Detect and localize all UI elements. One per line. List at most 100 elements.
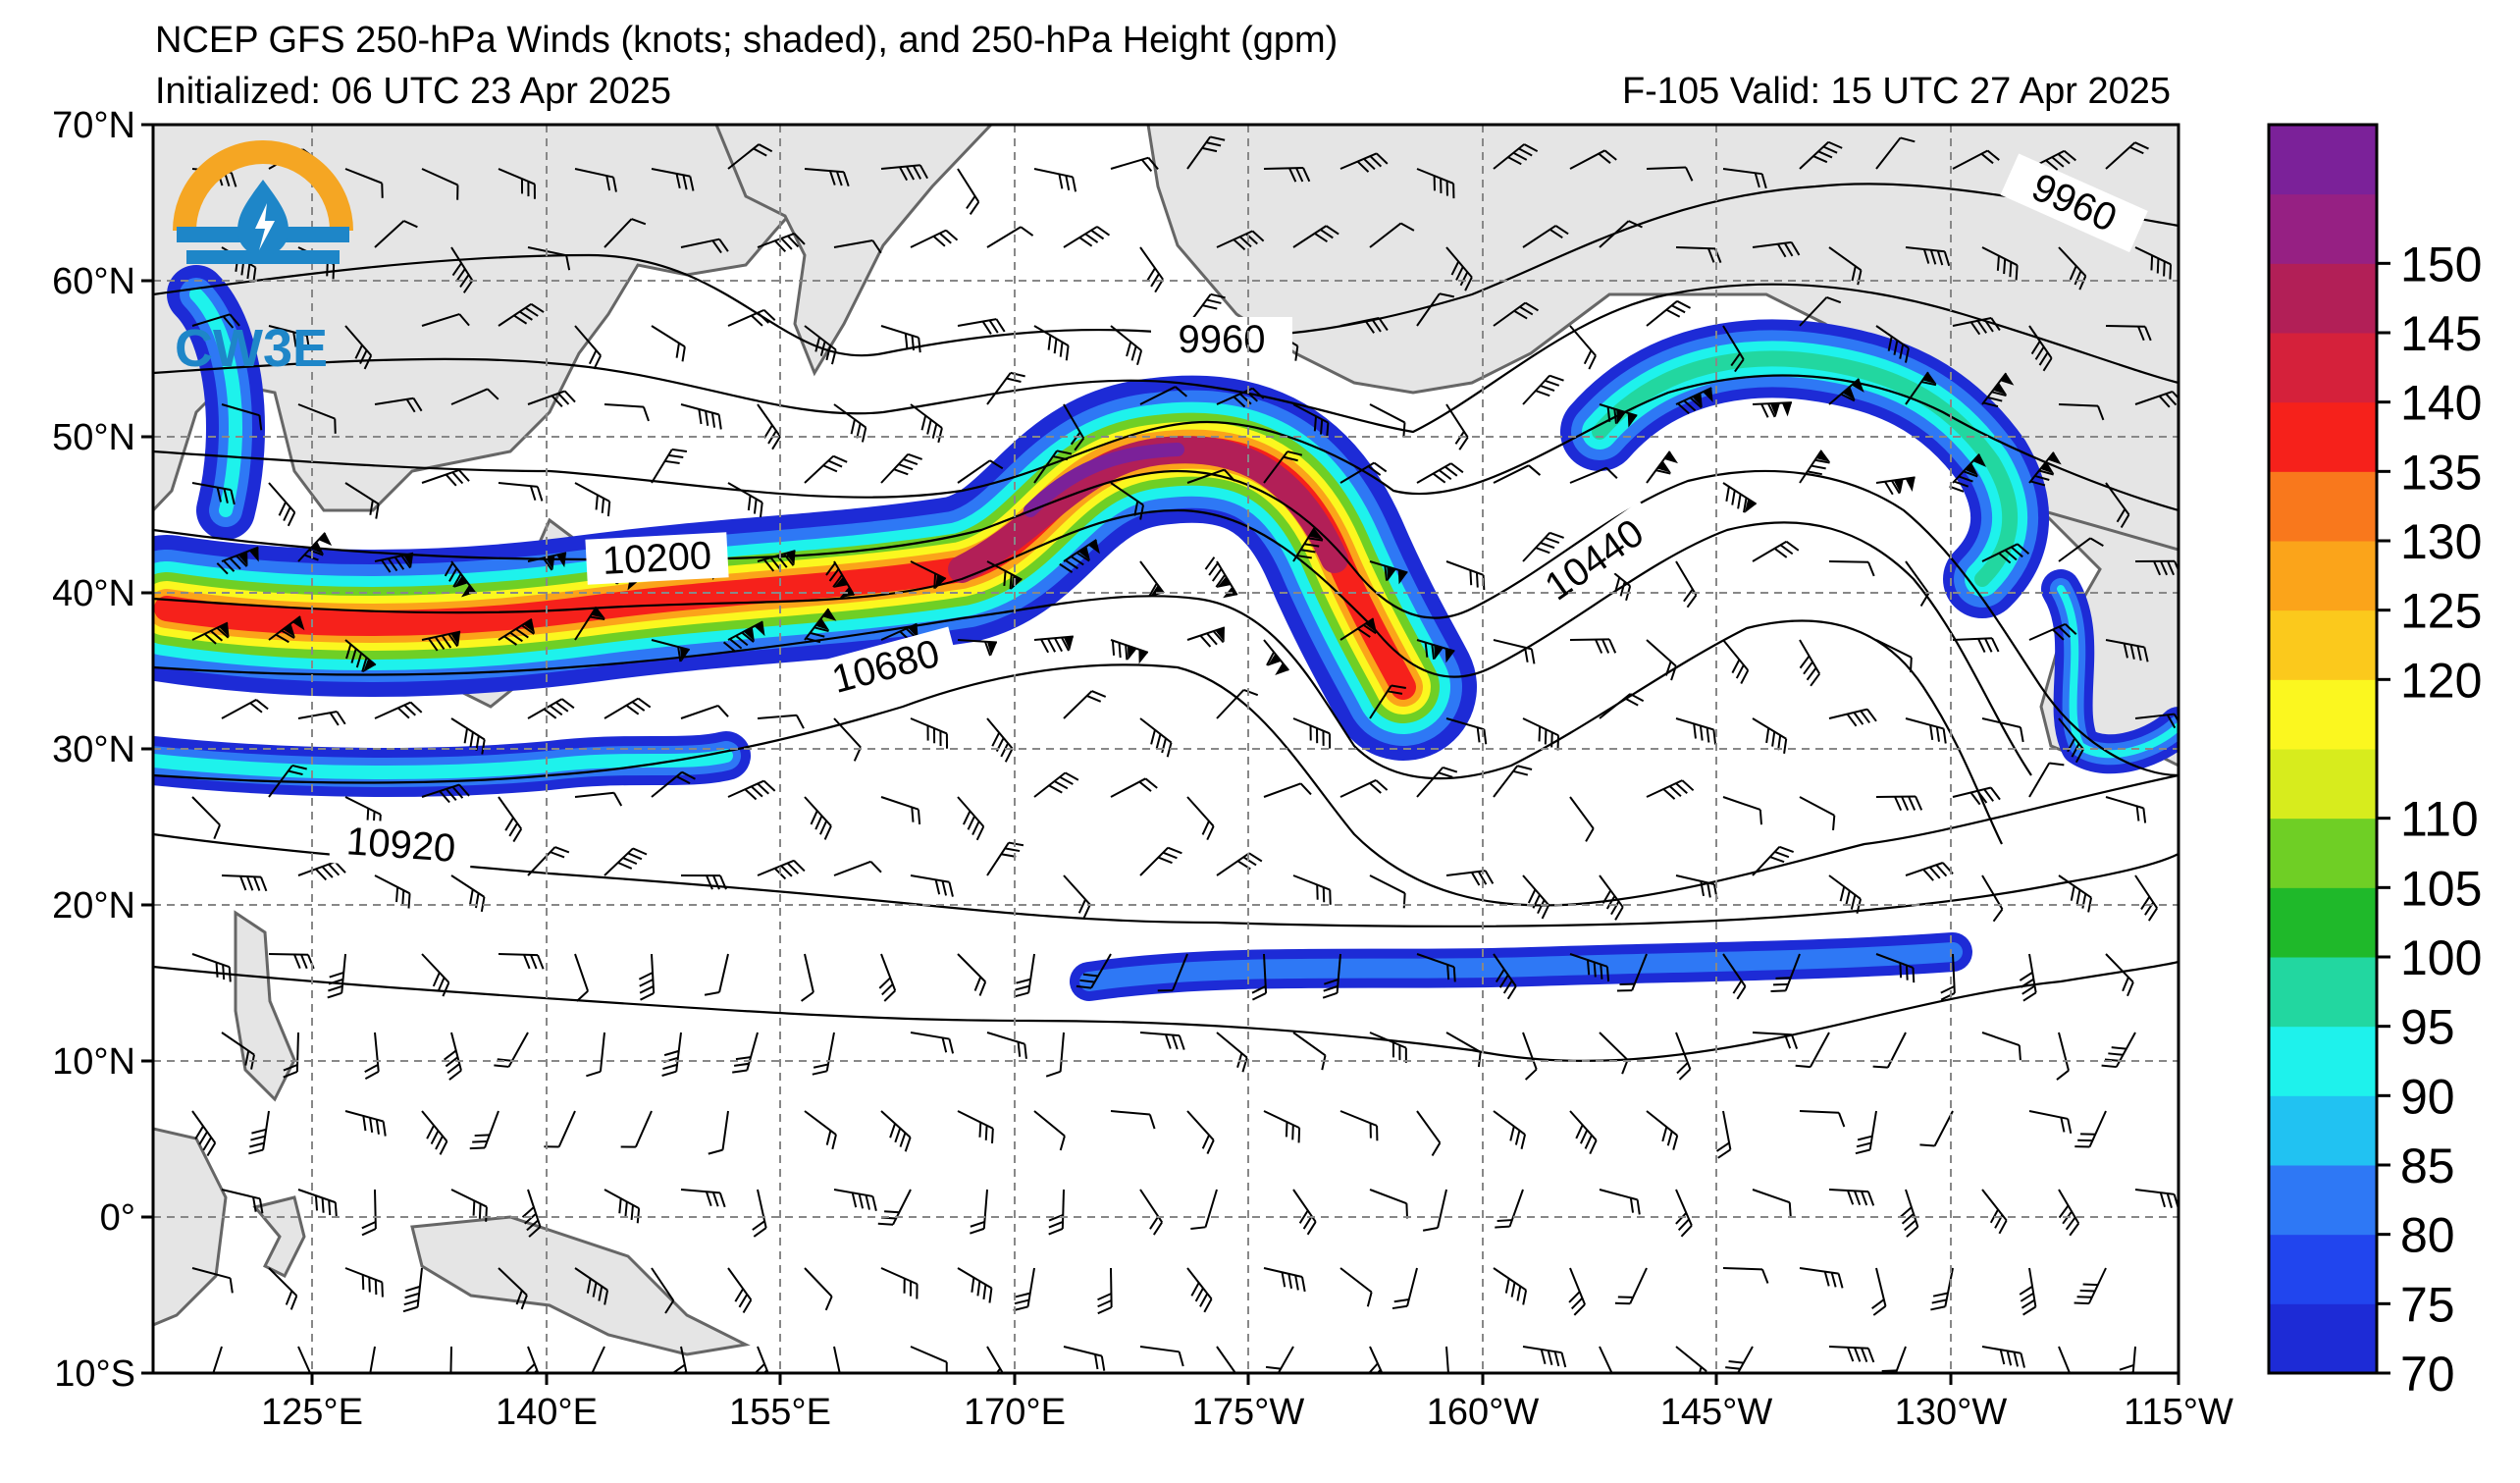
wind-barb [574,606,605,641]
wind-barb [1828,1346,1875,1363]
wind-barb [1828,708,1877,727]
wind-barb [804,325,837,365]
wind-barb [1110,156,1159,173]
wind-barb [1871,1267,1887,1316]
wind-barb [1216,1346,1240,1373]
wind-barb [1522,374,1564,405]
wind-barb [2105,141,2149,170]
wind-barb [1905,246,1951,267]
wind-barb [1752,717,1788,754]
colorbar-label: 125 [2400,584,2482,639]
colorbar-segment [2269,749,2377,820]
wind-barb [1033,325,1070,361]
wind-barb [1875,953,1916,983]
wind-barb [880,622,919,643]
contour-label: 9960 [1151,317,1292,362]
colorbar-label: 95 [2400,1000,2455,1055]
wind-barb [757,233,806,253]
wind-barb [449,1346,452,1373]
wind-barb [498,1267,528,1310]
wind-barb [1493,464,1542,484]
wind-barb [444,1032,462,1081]
wind-barb [1339,617,1377,641]
wind-barb [1263,1110,1301,1143]
wind-barb [1139,386,1188,405]
wind-barb [1828,246,1863,286]
wind-barb [1569,325,1597,370]
lon-tick-label: 175°W [1192,1392,1305,1433]
wind-barb [1881,1346,1907,1373]
wind-barb [297,711,346,726]
wind-barb [957,459,1004,484]
wind-barb [421,630,461,652]
colorbar-segment [2269,471,2377,542]
wind-barb [680,403,722,430]
wind-barb [1599,1346,1617,1373]
wind-barb [2028,1110,2073,1135]
wind-barb [421,953,450,997]
wind-barb [1339,152,1389,173]
contour-label-text: 10200 [602,534,712,583]
colorbar-segment [2269,887,2377,958]
wind-barb [986,1032,1027,1059]
wind-barb [727,308,776,327]
wind-barb [191,796,221,839]
contour-label-bg [1151,317,1292,362]
lon-tick-label: 160°W [1427,1392,1540,1433]
wind-barb [498,482,544,502]
wind-barb [2058,537,2104,562]
wind-barb [1722,325,1745,373]
wind-barb [1875,639,1913,673]
wind-barb [2058,246,2087,291]
wind-barb [1292,403,1330,438]
lon-tick-label: 155°E [729,1392,831,1433]
colorbar-segment [2269,818,2377,888]
wind-barb [191,313,240,329]
wind-barb [1369,560,1408,585]
wind-barb [910,717,949,749]
wind-barb [1855,1110,1877,1155]
wind-barb [1981,246,2019,281]
wind-barb [1949,452,1987,493]
contour-label-bg [585,532,729,585]
wind-barb [527,390,576,408]
wind-barb [804,796,832,840]
wind-barb [283,1032,299,1079]
wind-barb [1875,325,1910,363]
wind-barb [833,403,867,443]
wind-barb [804,1267,833,1311]
wind-barb [1369,222,1415,248]
wind-barb [1493,765,1533,798]
wind-barb [2105,796,2147,823]
wind-barb [1339,1110,1379,1141]
wind-barb [1493,143,1539,170]
wind-barb [1752,240,1801,258]
wind-barb [1063,1346,1106,1371]
wind-barb [1339,1267,1373,1307]
wind-barb [1033,450,1073,484]
wind-barb [727,1267,753,1314]
wind-barb [1139,1032,1185,1050]
wind-barb [1952,786,2001,806]
wind-barb [1599,403,1638,428]
wind-barb [604,697,652,719]
colorbar-label: 135 [2400,445,2482,500]
wind-barb [221,874,268,892]
contour-label-text: 10920 [345,820,457,871]
wind-barb [1599,693,1645,719]
wind-barb [1599,1032,1629,1075]
wind-barb [651,448,688,484]
lat-tick-label: 60°N [52,261,135,302]
wind-barb [344,1267,384,1298]
wind-barb [833,239,882,254]
wind-barb [344,325,373,370]
wind-barb [604,218,647,248]
wind-barb [1493,1110,1527,1149]
wind-barb [498,168,536,199]
wind-barbs [191,135,2179,1373]
wind-barb [910,874,954,897]
wind-barb [1292,225,1339,248]
wind-barb [574,482,611,517]
wind-barb [1675,387,1713,415]
wind-barb [1722,482,1758,513]
